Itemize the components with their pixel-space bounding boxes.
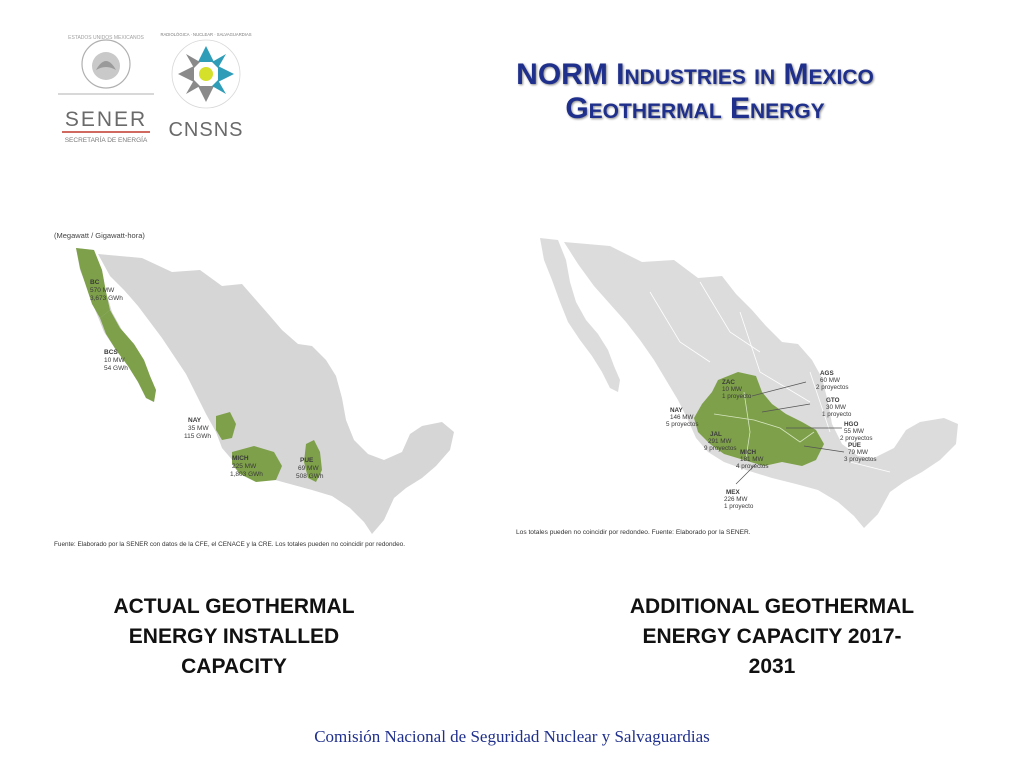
region-code: JAL bbox=[710, 431, 722, 438]
region-code: HGO bbox=[844, 421, 858, 428]
region-code: MEX bbox=[726, 489, 740, 496]
region-code: AGS bbox=[820, 370, 834, 377]
region-projects: 2 proyectos bbox=[840, 435, 873, 442]
mexico-mainland bbox=[564, 242, 958, 528]
title-line-1: NORM Industries in Mexico bbox=[516, 58, 874, 91]
title-line-2: Geothermal Energy bbox=[565, 92, 825, 125]
sener-subtitle: SECRETARÍA DE ENERGÍA bbox=[65, 135, 148, 144]
region-projects: 4 proyectos bbox=[736, 463, 769, 470]
state-bcs bbox=[100, 310, 156, 402]
region-mw: 79 MW bbox=[848, 449, 868, 456]
additional-capacity-map: ZAC 10 MW 1 proyecto NAY 146 MW 5 proyec… bbox=[516, 238, 958, 536]
region-code: MICH bbox=[740, 449, 757, 456]
region-code: GTO bbox=[826, 397, 840, 404]
region-labels: BC 570 MW 3,673 GWh BCS 10 MW 54 GWh NAY… bbox=[90, 279, 324, 480]
map-unit-note: (Megawatt / Gigawatt-hora) bbox=[54, 231, 145, 240]
highlight-region bbox=[694, 372, 824, 466]
region-gwh: 3,673 GWh bbox=[90, 295, 123, 302]
installed-capacity-map: (Megawatt / Gigawatt-hora) BC 570 MW 3,6… bbox=[54, 231, 454, 548]
region-code: NAY bbox=[670, 407, 684, 414]
region-mw: 60 MW bbox=[820, 377, 840, 384]
region-projects: 1 proyecto bbox=[722, 393, 752, 400]
region-mw: 225 MW bbox=[232, 463, 257, 470]
region-code: MICH bbox=[232, 455, 249, 462]
region-mw: 30 MW bbox=[826, 404, 846, 411]
mexico-mainland bbox=[98, 254, 454, 534]
region-gwh: 1,803 GWh bbox=[230, 471, 263, 478]
seal-ring bbox=[81, 39, 131, 89]
state-nay bbox=[216, 412, 236, 440]
region-code: BCS bbox=[104, 349, 118, 356]
region-mw: 226 MW bbox=[724, 496, 748, 503]
region-code: PUE bbox=[848, 442, 861, 449]
region-mw: 146 MW bbox=[670, 414, 694, 421]
caption-installed-capacity: ACTUAL GEOTHERMAL ENERGY INSTALLED CAPAC… bbox=[113, 595, 355, 678]
map-source-note: Fuente: Elaborado por la SENER con datos… bbox=[54, 541, 405, 548]
region-labels: ZAC 10 MW 1 proyecto NAY 146 MW 5 proyec… bbox=[666, 370, 877, 510]
region-mw: 291 MW bbox=[708, 438, 732, 445]
region-gwh: 115 GWh bbox=[184, 433, 211, 440]
cnsns-ring-text: RADIOLÓGICA · NUCLEAR · SALVAGUARDIAS bbox=[160, 32, 251, 37]
region-mw: 55 MW bbox=[844, 428, 864, 435]
state-mich bbox=[232, 446, 282, 482]
region-code: PUE bbox=[300, 457, 314, 464]
region-mw: 570 MW bbox=[90, 287, 115, 294]
region-projects: 5 proyectos bbox=[666, 421, 699, 428]
region-projects: 2 proyectos bbox=[816, 384, 849, 391]
region-code: ZAC bbox=[722, 379, 735, 386]
state-borders bbox=[649, 281, 891, 473]
region-mw: 10 MW bbox=[104, 357, 125, 364]
region-gwh: 54 GWh bbox=[104, 365, 128, 372]
caption-additional-capacity: ADDITIONAL GEOTHERMAL ENERGY CAPACITY 20… bbox=[629, 595, 915, 678]
region-gwh: 508 GWh bbox=[296, 473, 324, 480]
cnsns-emblem-icon bbox=[171, 39, 241, 109]
sener-logo: ESTADOS UNIDOS MEXICANOS SENER SECRETARÍ… bbox=[58, 35, 154, 144]
sener-wordmark: SENER bbox=[65, 108, 147, 131]
highlight-borders bbox=[713, 391, 815, 459]
region-mw: 181 MW bbox=[740, 456, 764, 463]
region-projects: 9 proyectos bbox=[704, 445, 737, 452]
cnsns-wordmark: CNSNS bbox=[168, 119, 243, 141]
region-mw: 69 MW bbox=[298, 465, 319, 472]
baja-peninsula bbox=[540, 238, 620, 392]
state-bc bbox=[76, 248, 110, 318]
region-projects: 1 proyecto bbox=[822, 411, 852, 418]
region-code: NAY bbox=[188, 417, 202, 424]
leader-lines bbox=[735, 381, 845, 485]
region-projects: 3 proyectos bbox=[844, 456, 877, 463]
state-pue bbox=[304, 440, 322, 482]
footer-agency-name: Comisión Nacional de Seguridad Nuclear y… bbox=[314, 727, 710, 746]
eagle-icon bbox=[96, 61, 116, 70]
page-title: NORM Industries in Mexico Geothermal Ene… bbox=[430, 58, 960, 126]
seal-text: ESTADOS UNIDOS MEXICANOS bbox=[68, 35, 144, 41]
cnsns-logo: RADIOLÓGICA · NUCLEAR · SALVAGUARDIAS CN… bbox=[160, 32, 251, 141]
region-code: BC bbox=[90, 279, 100, 286]
region-projects: 1 proyecto bbox=[724, 503, 754, 510]
region-mw: 35 MW bbox=[188, 425, 209, 432]
map-source-note: Los totales pueden no coincidir por redo… bbox=[516, 529, 751, 536]
region-mw: 10 MW bbox=[722, 386, 742, 393]
